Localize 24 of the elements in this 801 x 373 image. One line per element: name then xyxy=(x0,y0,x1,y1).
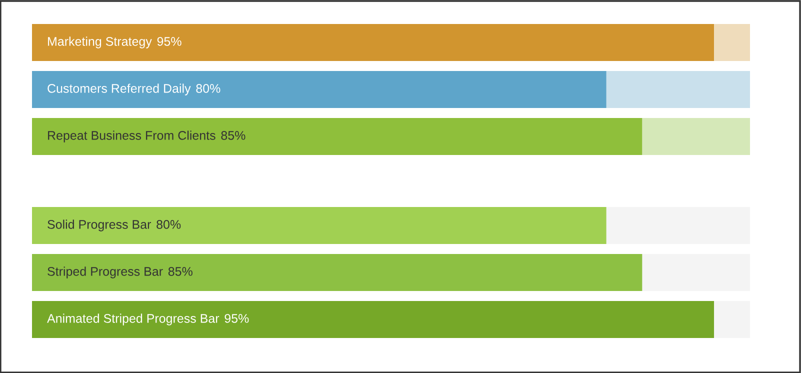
bar xyxy=(642,254,750,291)
bar xyxy=(714,301,750,338)
bar xyxy=(606,207,750,244)
bar xyxy=(714,24,750,61)
bar xyxy=(32,24,714,61)
category-label: Repeat Business From Clients xyxy=(48,130,216,142)
bar xyxy=(642,118,750,155)
data-label: 85% xyxy=(221,131,246,140)
bar xyxy=(32,207,606,244)
data-label: 80% xyxy=(196,84,220,93)
bar xyxy=(32,71,606,108)
category-label: Customers Referred Daily xyxy=(48,84,191,96)
bar xyxy=(606,71,750,108)
data-label: 95% xyxy=(157,37,182,46)
data-label: 80% xyxy=(156,220,181,229)
data-label: 95% xyxy=(224,314,249,323)
bar xyxy=(32,254,642,291)
data-label: 85% xyxy=(168,267,192,276)
category-label: Animated Striped Progress Bar xyxy=(47,314,220,326)
bar xyxy=(32,118,642,155)
category-label: Solid Progress Bar xyxy=(48,220,152,232)
category-label: Marketing Strategy xyxy=(48,36,152,48)
category-label: Striped Progress Bar xyxy=(48,266,163,278)
bar xyxy=(32,301,714,338)
